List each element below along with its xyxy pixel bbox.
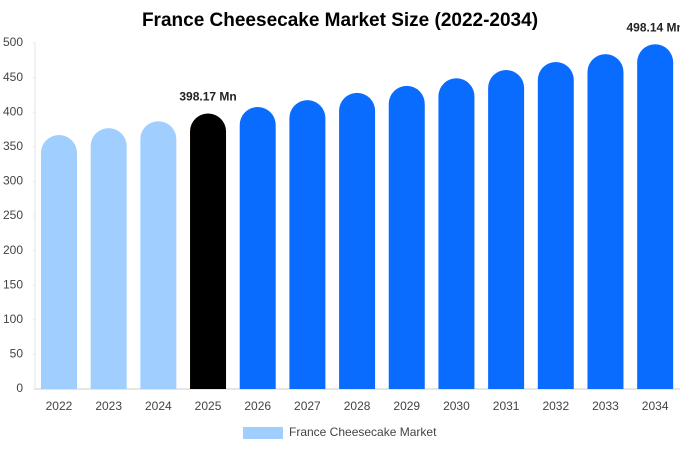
bar [289, 100, 326, 389]
bar [537, 62, 574, 390]
legend-label: France Cheesecake Market [289, 425, 437, 439]
x-tick-label: 2026 [244, 399, 271, 413]
y-tick-label: 400 [3, 104, 23, 118]
bar [339, 92, 376, 389]
chart-title: France Cheesecake Market Size (2022-2034… [142, 10, 538, 31]
y-tick-label: 0 [16, 381, 23, 395]
y-tick-label: 300 [3, 174, 23, 188]
x-tick-label: 2022 [46, 399, 73, 413]
bar [388, 85, 425, 390]
y-tick-label: 150 [3, 277, 23, 291]
x-tick-label: 2023 [95, 399, 122, 413]
x-tick-label: 2034 [642, 399, 669, 413]
x-tick-label: 2028 [344, 399, 371, 413]
y-tick-label: 500 [3, 35, 23, 49]
bar [637, 44, 674, 390]
value-label: 498.14 Mn [626, 20, 680, 34]
bar [239, 107, 276, 389]
y-tick-label: 250 [3, 208, 23, 222]
bar [488, 69, 525, 389]
x-tick-label: 2024 [145, 399, 172, 413]
bar [587, 54, 624, 390]
bar [190, 113, 227, 389]
x-tick-label: 2027 [294, 399, 321, 413]
bar [140, 121, 177, 390]
bar [40, 135, 77, 389]
x-tick-label: 2031 [493, 399, 520, 413]
bar [438, 78, 475, 390]
x-tick-label: 2030 [443, 399, 470, 413]
value-label: 398.17 Mn [179, 90, 236, 104]
x-tick-label: 2033 [592, 399, 619, 413]
y-tick-label: 100 [3, 312, 23, 326]
y-tick-label: 50 [10, 347, 24, 361]
x-tick-label: 2025 [195, 399, 222, 413]
y-tick-label: 350 [3, 139, 23, 153]
x-tick-label: 2029 [393, 399, 420, 413]
bar [90, 128, 127, 389]
y-tick-label: 200 [3, 243, 23, 257]
x-tick-label: 2032 [542, 399, 569, 413]
legend-swatch [243, 427, 283, 439]
y-tick-label: 450 [3, 70, 23, 84]
